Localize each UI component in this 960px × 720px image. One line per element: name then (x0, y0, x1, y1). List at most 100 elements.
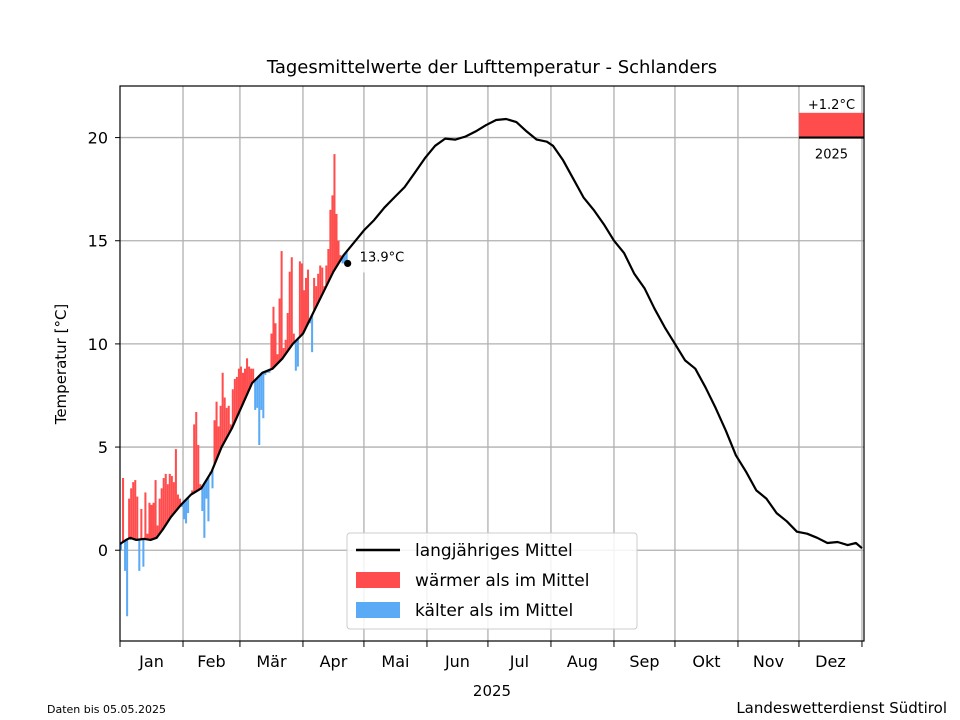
warmer-bar (227, 405, 230, 435)
warmer-bar (150, 504, 153, 540)
colder-bar (201, 486, 204, 512)
legend-colder-swatch (356, 602, 400, 618)
colder-bar (311, 315, 314, 353)
warmer-bar (219, 405, 222, 450)
month-label-10: Nov (753, 652, 784, 671)
warmer-bar (215, 401, 218, 460)
colder-bar (264, 371, 267, 375)
warmer-bar (315, 286, 318, 307)
last-value-marker (344, 259, 352, 268)
warmer-bar (213, 420, 216, 465)
warmer-bar (176, 494, 179, 509)
warmer-bar (244, 368, 247, 399)
month-label-11: Dez (815, 652, 846, 671)
plot-frame (119, 85, 865, 642)
warmer-bar (246, 358, 249, 395)
colder-bar (341, 256, 344, 264)
legend: langjähriges Mittel wärmer als im Mittel k… (346, 532, 638, 630)
colder-bar (183, 501, 186, 520)
warmer-bar (327, 248, 330, 283)
warmer-bar (292, 333, 295, 343)
warmer-bar (140, 508, 143, 540)
warmer-bar (280, 251, 283, 360)
warmer-bar (172, 482, 175, 514)
warmer-bar (217, 426, 220, 455)
warmer-bar (162, 478, 165, 529)
legend-warmer-swatch (356, 572, 400, 588)
y-axis-label: Temperatur [°C] (52, 304, 70, 426)
warmer-bar (241, 372, 244, 404)
warmer-bar (250, 368, 253, 386)
warmer-bar (225, 407, 228, 438)
warmer-bar (229, 424, 232, 431)
warmer-bar (252, 368, 255, 383)
month-label-5: Jun (444, 652, 470, 671)
warmer-bar (170, 475, 173, 516)
warmer-bar (168, 473, 171, 519)
warmer-bar (130, 488, 133, 539)
warmer-bar (174, 449, 177, 512)
colder-bar (203, 483, 206, 538)
warmer-bar (290, 257, 293, 346)
colder-bar (343, 253, 346, 264)
colder-bar (268, 369, 271, 373)
warmer-bar (223, 397, 226, 442)
month-label-3: Apr (320, 652, 348, 671)
warmer-bar (221, 372, 224, 446)
colder-bar (207, 476, 210, 522)
colder-bar (142, 539, 145, 567)
y-tick-label: 5 (98, 438, 108, 457)
warmer-bar (302, 290, 305, 332)
warmer-bar (199, 484, 202, 489)
legend-label: wärmer als im Mittel (415, 571, 589, 591)
warmer-bar (325, 265, 328, 287)
warmer-bar (134, 480, 137, 540)
warmer-bar (337, 240, 340, 264)
year-anomaly-bar (798, 112, 864, 138)
colder-bar (205, 480, 208, 499)
colder-bar (120, 543, 123, 551)
mean-line (119, 117, 863, 550)
warmer-bar (335, 213, 338, 267)
month-label-8: Sep (629, 652, 659, 671)
warmer-bar (148, 502, 151, 540)
warmer-bar (152, 502, 155, 539)
warmer-bar (160, 488, 163, 531)
warmer-bar (231, 389, 234, 427)
chart-title: Tagesmittelwerte der Lufttemperatur - Sc… (266, 57, 717, 78)
warmer-bar (288, 271, 291, 349)
warmer-bar (298, 261, 301, 337)
warmer-bar (193, 424, 196, 493)
warmer-bar (132, 482, 135, 539)
legend-box (346, 532, 638, 630)
warmer-bar (284, 339, 287, 355)
month-label-2: Mär (256, 652, 287, 671)
last-value-label: 13.9°C (360, 250, 405, 265)
warmer-bar (331, 195, 334, 274)
warmer-bar (300, 263, 303, 335)
warmer-bar (122, 478, 125, 542)
warmer-bar (136, 496, 139, 540)
warmer-bar (282, 348, 285, 357)
warmer-bar (274, 323, 277, 366)
mean-line-group: 13.9°C (119, 117, 863, 550)
warmer-bar (317, 273, 320, 303)
colder-bar (126, 539, 129, 617)
legend-label: kälter als im Mittel (415, 601, 573, 621)
month-label-9: Okt (692, 652, 720, 671)
warmer-bar (307, 269, 310, 324)
warmer-bar (270, 333, 273, 370)
warmer-bar (339, 255, 342, 261)
warmer-bar (321, 267, 324, 295)
warmer-bar (156, 525, 159, 537)
colder-bar (296, 338, 299, 367)
warmer-bar (233, 378, 236, 422)
colder-bar (187, 497, 190, 514)
warmer-bar (278, 298, 281, 362)
warmer-bar (239, 366, 242, 409)
y-tick-label: 10 (88, 335, 108, 354)
colder-bar (345, 251, 348, 264)
temperature-bars (120, 154, 348, 617)
warmer-bar (329, 209, 332, 278)
